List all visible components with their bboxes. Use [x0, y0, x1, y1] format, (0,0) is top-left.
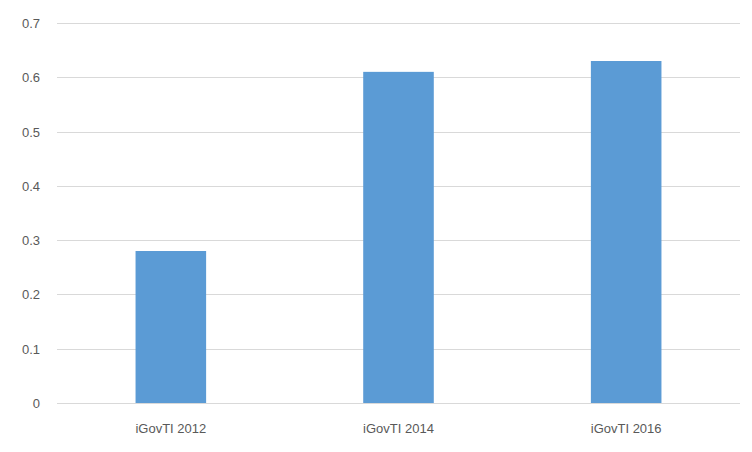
x-tick-label: iGovTI 2014: [363, 421, 434, 436]
bar: [591, 61, 662, 403]
grid-line: [57, 23, 740, 24]
bar: [363, 72, 434, 403]
y-tick-label: 0.2: [22, 287, 40, 302]
y-tick-label: 0.3: [22, 233, 40, 248]
grid-line: [57, 403, 740, 404]
y-tick-label: 0: [33, 396, 40, 411]
y-axis-range: [57, 23, 58, 403]
y-tick-label: 0.4: [22, 179, 40, 194]
x-tick-label: iGovTI 2016: [591, 421, 662, 436]
y-tick-label: 0.5: [22, 125, 40, 140]
x-tick-label: iGovTI 2012: [135, 421, 206, 436]
chart: 0 0.1 0.2 0.3 0.4 0.5 0.6 0.7 iGovTI 2012 iGovTI …: [0, 0, 752, 452]
bar: [136, 251, 207, 403]
y-tick-label: 0.6: [22, 70, 40, 85]
background: [0, 0, 752, 452]
y-tick-label: 0.7: [22, 16, 40, 31]
y-tick-label: 0.1: [22, 342, 40, 357]
bars: [136, 61, 662, 403]
x-axis-line: [57, 403, 740, 404]
